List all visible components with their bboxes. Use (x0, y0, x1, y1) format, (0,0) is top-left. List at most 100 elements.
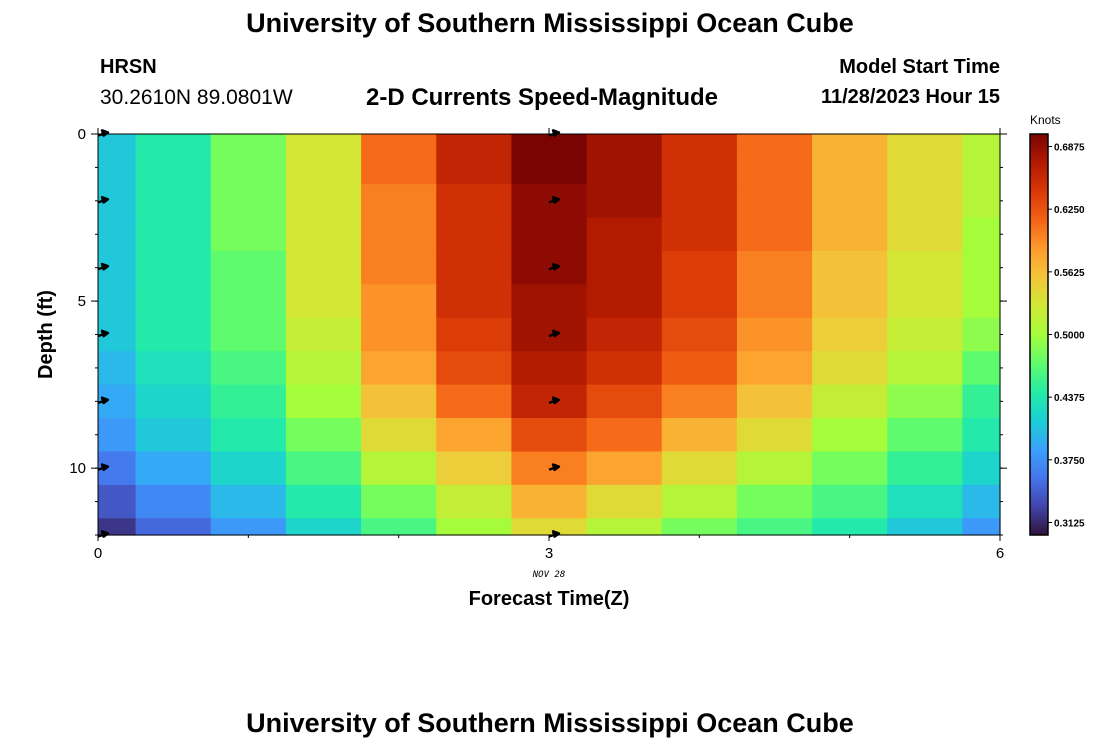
x-tick-label: 6 (996, 545, 1004, 562)
heatmap-cell (135, 150, 212, 185)
heatmap-cell (887, 184, 964, 219)
colorbar-tick-label: 0.6250 (1054, 205, 1085, 216)
current-arrow (548, 129, 561, 137)
current-arrow (97, 262, 110, 271)
heatmap-cell (962, 384, 1001, 419)
heatmap-cell (812, 150, 888, 185)
colorbar: Knots 0.6875 0.6250 0.5625 0.5000 0.4375 0.37… (1029, 113, 1085, 536)
heatmap-cell (285, 384, 362, 419)
heatmap-cell (586, 317, 663, 352)
heatmap-cell (285, 217, 362, 252)
heatmap-cell (661, 134, 738, 152)
heatmap-cell (661, 384, 738, 419)
colorbar-ticks: 0.6875 0.6250 0.5625 0.5000 0.4375 0.3750 0.31… (1048, 143, 1085, 529)
heatmap-cell (210, 451, 287, 486)
current-arrow (97, 396, 110, 405)
heatmap-cell (436, 418, 513, 453)
heatmap-cell (436, 150, 513, 185)
heatmap-cell (511, 134, 588, 152)
heatmap-cell (962, 317, 1001, 352)
heatmap-cell (135, 250, 212, 285)
heatmap-cell (361, 384, 437, 419)
heatmap-cell (361, 150, 437, 185)
current-arrow (548, 463, 561, 472)
heatmap-cell (285, 134, 362, 152)
heatmap-cell (210, 384, 287, 419)
heatmap-cell (661, 418, 738, 453)
station-coordinates: 30.2610N 89.0801W (100, 86, 293, 109)
heatmap-cell (210, 518, 287, 536)
heatmap-cell (812, 351, 888, 386)
heatmap-cell (586, 217, 663, 252)
heatmap-cell (210, 150, 287, 185)
heatmap-cell (285, 484, 362, 519)
heatmap-cell (586, 250, 663, 285)
heatmap-cell (661, 250, 738, 285)
heatmap-cell (661, 184, 738, 219)
current-arrow (548, 262, 561, 271)
heatmap-cell (98, 418, 137, 453)
colorbar-tick-label: 0.3125 (1054, 518, 1085, 529)
heatmap-cell (887, 150, 964, 185)
heatmap-cells (98, 134, 1001, 536)
colorbar-gradient (1029, 133, 1049, 536)
heatmap-cell (361, 351, 437, 386)
heatmap-cell (98, 518, 137, 536)
heatmap-cell (436, 317, 513, 352)
heatmap-cell (736, 284, 813, 319)
heatmap-cell (962, 451, 1001, 486)
heatmap-cell (812, 184, 888, 219)
y-tick-label: 10 (69, 460, 86, 477)
current-arrow (548, 329, 561, 338)
heatmap-chart: 0 3 6 0 5 10 NOV 28 Forecast Time(Z) Depth (f… (35, 113, 1085, 610)
heatmap-cell (285, 418, 362, 453)
x-date-label: NOV 28 (532, 570, 566, 580)
heatmap-cell (962, 284, 1001, 319)
heatmap-cell (661, 150, 738, 185)
heatmap-cell (361, 317, 437, 352)
heatmap-cell (436, 384, 513, 419)
heatmap-cell (962, 184, 1001, 219)
colorbar-title: Knots (1030, 113, 1061, 127)
heatmap-cell (98, 351, 137, 386)
heatmap-cell (887, 134, 964, 152)
heatmap-cell (736, 317, 813, 352)
heatmap-cell (361, 134, 437, 152)
heatmap-cell (962, 418, 1001, 453)
heatmap-cell (210, 250, 287, 285)
heatmap-cell (135, 484, 212, 519)
heatmap-cell (511, 351, 588, 386)
current-arrow (97, 329, 110, 338)
footer-title: University of Southern Mississippi Ocean… (246, 708, 854, 738)
heatmap-cell (661, 317, 738, 352)
heatmap-cell (962, 351, 1001, 386)
heatmap-cell (361, 518, 437, 536)
heatmap-cell (361, 250, 437, 285)
heatmap-cell (135, 184, 212, 219)
heatmap-cell (135, 384, 212, 419)
heatmap-cell (210, 418, 287, 453)
heatmap-cell (135, 451, 212, 486)
heatmap-cell (661, 484, 738, 519)
model-start-value: 11/28/2023 Hour 15 (820, 86, 1000, 108)
heatmap-cell (962, 518, 1001, 536)
heatmap-cell (887, 484, 964, 519)
station-name: HRSN (100, 56, 157, 78)
y-axis-label: Depth (ft) (35, 290, 57, 379)
heatmap-cell (812, 451, 888, 486)
heatmap-cell (812, 518, 888, 536)
colorbar-tick-label: 0.5000 (1054, 331, 1085, 342)
heatmap-cell (135, 518, 212, 536)
heatmap-cell (436, 250, 513, 285)
heatmap-cell (887, 317, 964, 352)
heatmap-cell (511, 518, 588, 536)
heatmap-cell (436, 284, 513, 319)
heatmap-cell (285, 518, 362, 536)
heatmap-cell (661, 451, 738, 486)
heatmap-cell (812, 384, 888, 419)
x-tick-label: 3 (545, 545, 553, 562)
heatmap-cell (511, 150, 588, 185)
heatmap-cell (887, 250, 964, 285)
current-arrow (97, 463, 110, 472)
heatmap-cell (887, 451, 964, 486)
